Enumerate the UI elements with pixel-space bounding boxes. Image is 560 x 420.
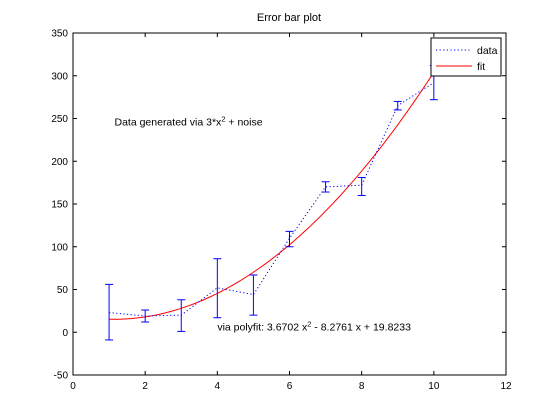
x-tick-label-5: 10 <box>428 381 440 392</box>
annotations: Data generated via 3*x2 + noise via polyf… <box>114 114 411 334</box>
error-bar-6 <box>321 181 330 193</box>
fit-line <box>109 71 435 320</box>
y-tick-label-5: 200 <box>51 157 68 168</box>
legend-box <box>430 37 502 77</box>
legend: data fit <box>430 37 502 77</box>
y-tick-label-2: 50 <box>57 285 69 296</box>
y-tick-label-6: 250 <box>51 114 68 125</box>
y-tick-label-1: 0 <box>62 328 68 339</box>
x-tick-label-3: 6 <box>287 381 293 392</box>
x-tick-label-0: 0 <box>70 381 76 392</box>
y-tick-label-7: 300 <box>51 71 68 82</box>
annotation-generated: Data generated via 3*x2 + noise <box>114 114 262 129</box>
error-bars <box>105 64 438 341</box>
error-bar-5 <box>285 230 294 248</box>
x-tick-label-4: 8 <box>359 381 365 392</box>
x-tick-label-2: 4 <box>215 381 221 392</box>
y-tick-label-3: 100 <box>51 242 68 253</box>
y-tick-label-0: -50 <box>54 371 69 382</box>
error-bar-4 <box>249 274 258 316</box>
error-bar-2 <box>177 299 186 332</box>
annotation-polyfit: via polyfit: 3.6702 x2 - 8.2761 x + 19.8… <box>217 319 411 334</box>
error-bar-1 <box>141 309 150 323</box>
fit-series <box>109 71 435 320</box>
x-tick-label-6: 12 <box>500 381 512 392</box>
error-bar-7 <box>357 176 366 196</box>
legend-label-fit: fit <box>477 61 485 73</box>
data-series <box>109 82 435 317</box>
axis-ticks <box>72 32 507 376</box>
chart-title: Error bar plot <box>257 12 321 24</box>
error-bar-8 <box>393 100 402 111</box>
y-tick-label-8: 350 <box>51 29 68 40</box>
y-tick-label-4: 150 <box>51 200 68 211</box>
legend-label-data: data <box>477 45 498 57</box>
data-line <box>109 82 435 317</box>
error-bar-3 <box>213 258 222 319</box>
error-bar-0 <box>105 283 114 341</box>
x-tick-label-1: 2 <box>142 381 148 392</box>
